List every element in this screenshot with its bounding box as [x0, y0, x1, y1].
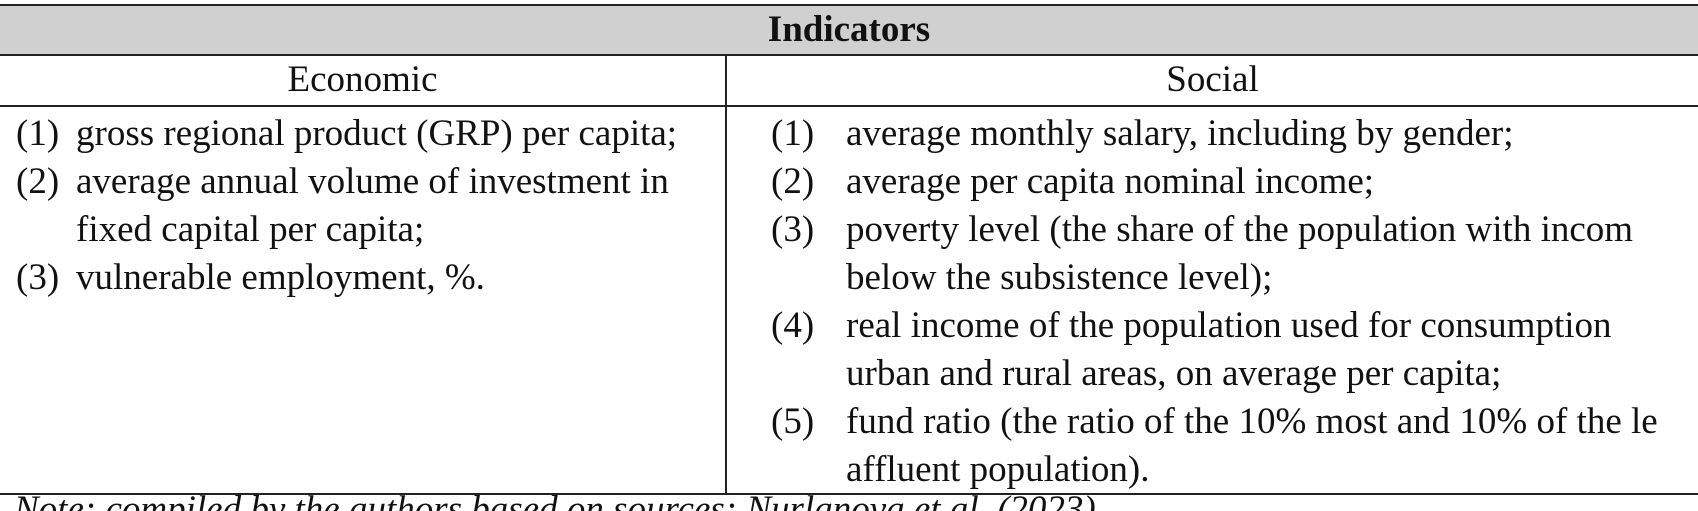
- item-text: gross regional product (GRP) per capita;: [76, 113, 678, 154]
- table-header-band: [0, 6, 1698, 54]
- item-number: (1): [16, 113, 60, 154]
- item-text: average per capita nominal income;: [846, 161, 1375, 202]
- header-border: [0, 54, 1698, 56]
- column-title: Economic: [287, 59, 438, 100]
- item-number: (4): [771, 305, 815, 346]
- item-text: real income of the population used for c…: [846, 305, 1612, 346]
- item-text: average annual volume of investment in: [76, 161, 669, 202]
- item-number: (3): [771, 209, 815, 250]
- table-bottom-border: [0, 493, 1698, 495]
- table-header: Indicators: [767, 9, 931, 50]
- item-text: below the subsistence level);: [846, 257, 1273, 298]
- subheader-border: [0, 105, 1698, 107]
- item-text: average monthly salary, including by gen…: [846, 113, 1514, 154]
- column-divider: [725, 54, 727, 495]
- item-text: fixed capital per capita;: [76, 209, 425, 250]
- column-title: Social: [1166, 59, 1259, 100]
- item-number: (2): [771, 161, 815, 202]
- item-text: poverty level (the share of the populati…: [846, 209, 1634, 250]
- item-number: (1): [771, 113, 815, 154]
- item-text: urban and rural areas, on average per ca…: [846, 353, 1502, 394]
- item-text: affluent population).: [846, 449, 1150, 490]
- item-number: (2): [16, 161, 60, 202]
- table-top-border: [0, 4, 1698, 6]
- note: Note: compiled by the authors based on s…: [14, 489, 1096, 511]
- item-number: (5): [771, 401, 815, 442]
- item-number: (3): [16, 257, 60, 298]
- item-text: fund ratio (the ratio of the 10% most an…: [846, 401, 1658, 442]
- item-text: vulnerable employment, %.: [76, 257, 485, 298]
